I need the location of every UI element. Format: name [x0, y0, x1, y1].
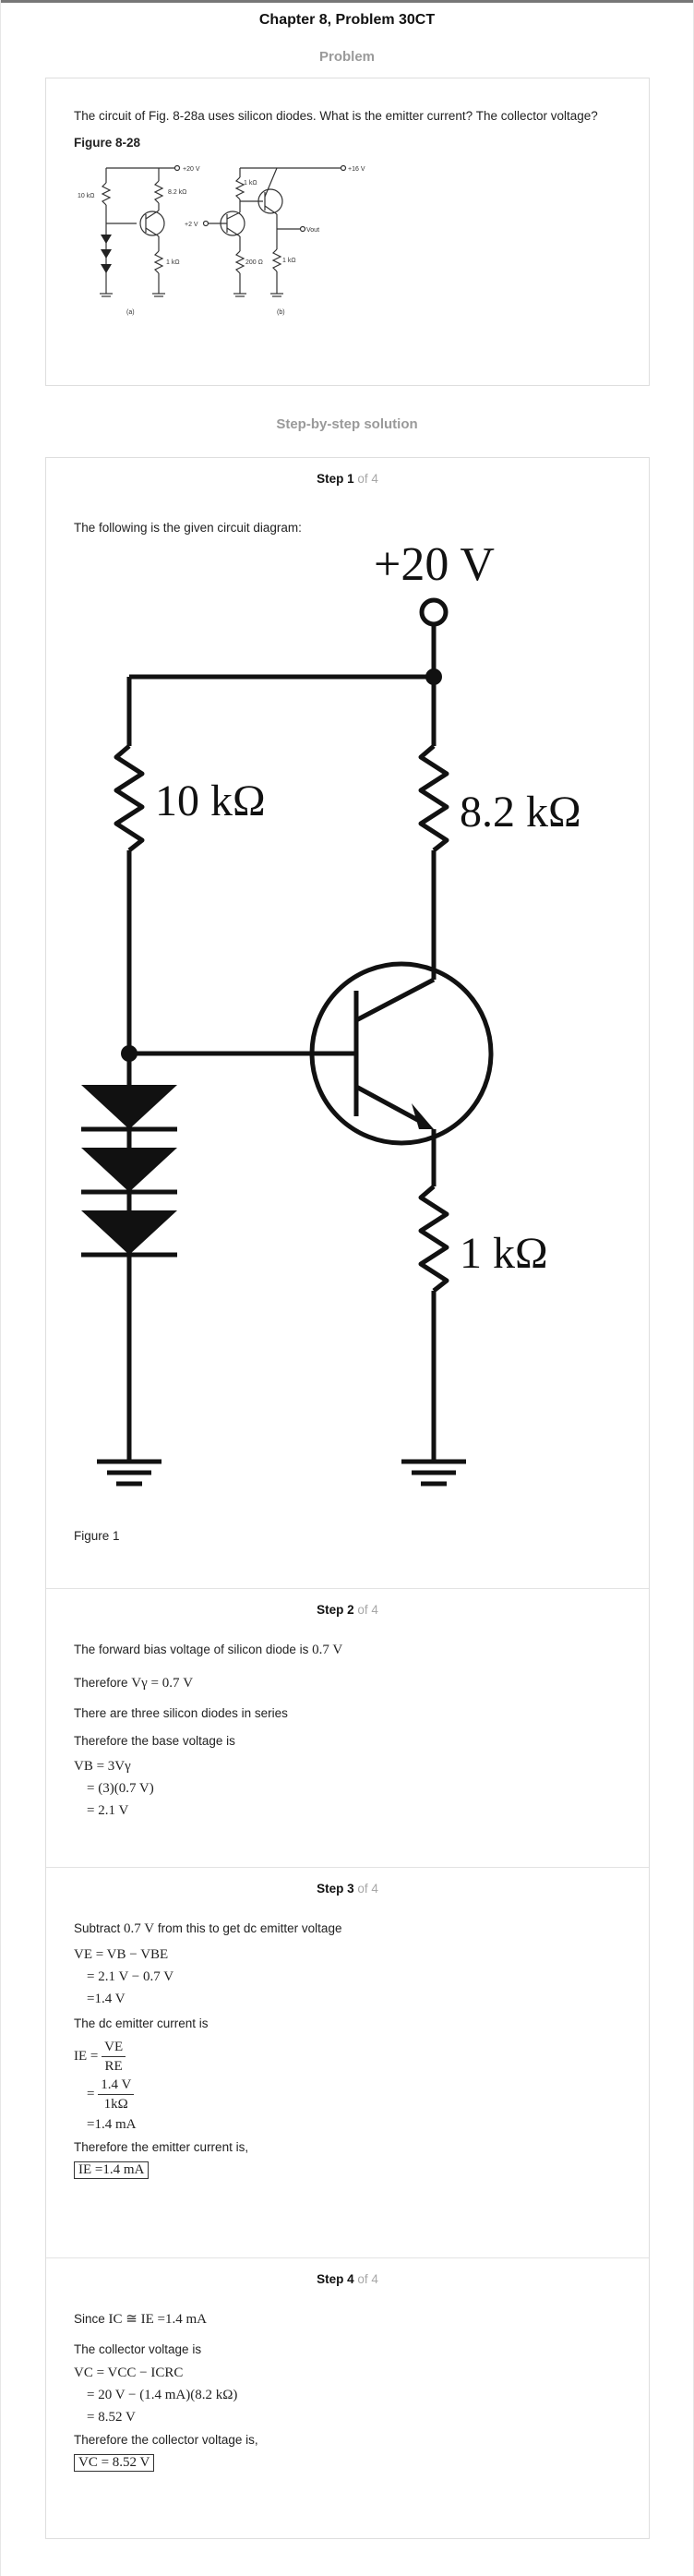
step-4-line-2: The collector voltage is [74, 2342, 202, 2356]
step-2-equation: VB = 3Vγ = (3)(0.7 V) = 2.1 V [74, 1755, 621, 1822]
thumbnail-label: 10 kΩ [78, 193, 94, 199]
answer-box: IE =1.4 mA [74, 2161, 150, 2179]
step-3-line-1: Subtract 0.7 V from this to get dc emitt… [74, 1918, 621, 1940]
rc-label: 8.2 kΩ [460, 788, 581, 837]
eq-line: =1.4 V [87, 1992, 126, 2006]
text: The forward bias voltage of silicon diod… [74, 1643, 309, 1656]
figure-caption: Figure 1 [74, 1529, 120, 1543]
step-count: of 4 [353, 472, 378, 486]
step-1: Step 1 of 4 The following is the given c… [46, 458, 649, 1589]
denominator: 1kΩ [103, 2097, 128, 2112]
step-4: Step 4 of 4 Since IC ≅ IE =1.4 mA The co… [46, 2258, 649, 2538]
problem-text: The circuit of Fig. 8-28a uses silicon d… [74, 109, 598, 123]
denominator: RE [104, 2059, 123, 2074]
step-2-line-1: The forward bias voltage of silicon diod… [74, 1639, 621, 1661]
numerator: VE [102, 2038, 126, 2057]
thumbnail-label: (a) [126, 309, 135, 316]
step-2-line-3: There are three silicon diodes in series [74, 1706, 288, 1720]
r1-label: 10 kΩ [155, 776, 266, 825]
step-3-equation-1: VE = VB − VBE = 2.1 V − 0.7 V =1.4 V [74, 1944, 621, 2010]
step-4-line-3: Therefore the collector voltage is, [74, 2433, 258, 2447]
thumbnail-label: (b) [277, 309, 285, 316]
math: IC ≅ IE =1.4 mA [108, 2312, 207, 2327]
text: from this to get dc emitter voltage [157, 1921, 342, 1935]
step-2-line-4: Therefore the base voltage is [74, 1734, 235, 1748]
text: Therefore [74, 1676, 128, 1690]
eq-line: = 8.52 V [87, 2410, 136, 2425]
step-3-title: Step 3 of 4 [74, 1868, 621, 1905]
step-count: of 4 [353, 2272, 378, 2286]
re-label: 1 kΩ [460, 1229, 548, 1278]
figure-label: Figure 8-28 [74, 136, 141, 150]
thumbnail-label: +2 V [185, 222, 198, 228]
text: Subtract [74, 1921, 121, 1935]
problem-box: The circuit of Fig. 8-28a uses silicon d… [45, 78, 650, 386]
math: 0.7 V [124, 1921, 155, 1936]
supply-label: +20 V [374, 538, 495, 591]
eq-line: = 1.4 V 1kΩ [74, 2076, 621, 2113]
thumbnail-label: 200 Ω [245, 259, 263, 266]
page-title: Chapter 8, Problem 30CT [258, 12, 436, 28]
fraction: 1.4 V 1kΩ [98, 2076, 135, 2113]
thumbnail-label: 1 kΩ [282, 258, 296, 264]
step-4-line-1: Since IC ≅ IE =1.4 mA [74, 2308, 621, 2330]
step-3-line-3: Therefore the emitter current is, [74, 2140, 249, 2154]
step-3-equation-2: IE = VE RE = 1.4 V 1kΩ =1.4 mA [74, 2038, 621, 2136]
step-2-title: Step 2 of 4 [74, 1589, 621, 1626]
step-2-line-2: Therefore Vγ = 0.7 V [74, 1672, 621, 1694]
step-3: Step 3 of 4 Subtract 0.7 V from this to … [46, 1868, 649, 2258]
eq-line: VE = VB − VBE [74, 1947, 169, 1962]
text: Since [74, 2312, 105, 2326]
math: 0.7 V [312, 1643, 343, 1657]
step-2: Step 2 of 4 The forward bias voltage of … [46, 1589, 649, 1868]
eq-line: VB = 3Vγ [74, 1759, 131, 1774]
math: Vγ = 0.7 V [131, 1676, 194, 1691]
thumbnail-label: +16 V [348, 166, 365, 173]
step-count: of 4 [353, 1603, 378, 1617]
eq-line: = 2.1 V [87, 1803, 129, 1818]
steps-box: Step 1 of 4 The following is the given c… [45, 457, 650, 2539]
thumbnail-label: +20 V [183, 166, 200, 173]
eq-line: =1.4 mA [87, 2117, 137, 2132]
thumbnail-label: 8.2 kΩ [168, 189, 186, 196]
step-1-title: Step 1 of 4 [74, 458, 621, 495]
step-number: Step 2 [317, 1603, 354, 1617]
top-rule [1, 0, 693, 3]
step-4-title: Step 4 of 4 [74, 2258, 621, 2295]
step-number: Step 3 [317, 1882, 354, 1896]
eq-line: = 20 V − (1.4 mA)(8.2 kΩ) [87, 2388, 238, 2402]
thumbnail-label: 1 kΩ [166, 259, 180, 266]
fraction: VE RE [102, 2038, 126, 2076]
step-count: of 4 [353, 1882, 378, 1896]
thumbnail-label: 1 kΩ [244, 180, 257, 187]
solution-heading: Step-by-step solution [276, 416, 418, 432]
step-4-equation: VC = VCC − ICRC = 20 V − (1.4 mA)(8.2 kΩ… [74, 2362, 621, 2428]
lhs: IE = [74, 2048, 99, 2064]
eq-line: = (3)(0.7 V) [87, 1781, 154, 1796]
circuit-diagram-figure-1: +20 V 10 kΩ 8.2 kΩ 1 kΩ [81, 538, 581, 1487]
eq-line: IE = VE RE [74, 2038, 621, 2076]
step-3-line-2: The dc emitter current is [74, 2016, 209, 2030]
step-number: Step 1 [317, 472, 354, 486]
answer-box: VC = 8.52 V [74, 2454, 155, 2472]
figure-8-28-thumbnail: +20 V 10 kΩ 8.2 kΩ 1 kΩ (a) +16 V 1 kΩ +2 V 200 … [78, 164, 365, 316]
step-number: Step 4 [317, 2272, 354, 2286]
eq-line: = 2.1 V − 0.7 V [87, 1969, 174, 1984]
step-1-intro: The following is the given circuit diagr… [74, 521, 302, 535]
numerator: 1.4 V [98, 2076, 135, 2095]
thumbnail-label: Vout [306, 227, 319, 234]
eq-line: VC = VCC − ICRC [74, 2365, 184, 2380]
problem-heading: Problem [318, 49, 375, 65]
